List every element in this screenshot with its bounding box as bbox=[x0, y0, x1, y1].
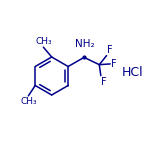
Text: HCl: HCl bbox=[122, 66, 144, 79]
Text: F: F bbox=[107, 45, 113, 55]
Text: CH₃: CH₃ bbox=[20, 97, 37, 106]
Text: CH₃: CH₃ bbox=[35, 37, 52, 46]
Text: NH₂: NH₂ bbox=[75, 40, 95, 49]
Text: F: F bbox=[111, 59, 116, 69]
Text: F: F bbox=[101, 77, 107, 86]
